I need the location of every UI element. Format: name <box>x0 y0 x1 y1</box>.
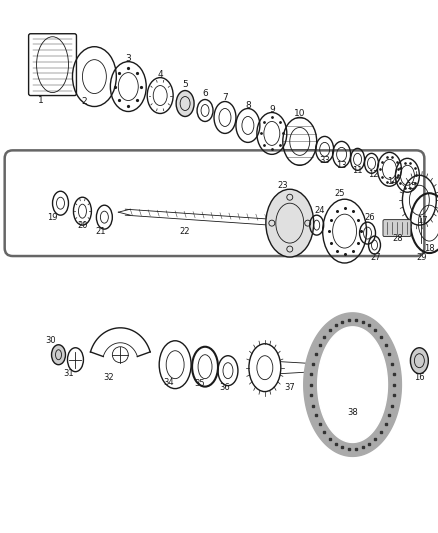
Text: 2: 2 <box>81 97 87 106</box>
Polygon shape <box>317 327 387 442</box>
Text: 25: 25 <box>334 189 344 198</box>
Text: 17: 17 <box>416 216 427 224</box>
Text: 9: 9 <box>268 105 274 114</box>
Text: 23: 23 <box>277 181 287 190</box>
Text: 8: 8 <box>244 101 250 110</box>
Text: 38: 38 <box>346 408 357 417</box>
Text: 12: 12 <box>367 170 378 179</box>
Ellipse shape <box>265 189 313 257</box>
Text: 31: 31 <box>63 369 74 378</box>
Text: 32: 32 <box>103 373 113 382</box>
Text: 20: 20 <box>77 221 88 230</box>
FancyBboxPatch shape <box>382 220 410 237</box>
Text: 35: 35 <box>194 379 205 388</box>
Text: 26: 26 <box>364 213 374 222</box>
Text: 16: 16 <box>413 373 424 382</box>
Text: 6: 6 <box>202 89 208 98</box>
Text: 28: 28 <box>391 233 402 243</box>
Text: 29: 29 <box>415 253 426 262</box>
Text: 3: 3 <box>125 54 131 63</box>
Text: 24: 24 <box>314 206 324 215</box>
Text: 10: 10 <box>293 109 305 118</box>
Text: 19: 19 <box>47 213 58 222</box>
Text: 4: 4 <box>157 70 162 79</box>
Text: 13: 13 <box>336 161 346 170</box>
Text: 18: 18 <box>423 244 434 253</box>
Text: 14: 14 <box>386 177 397 186</box>
Text: 7: 7 <box>222 93 227 102</box>
Ellipse shape <box>176 91 194 117</box>
Text: 30: 30 <box>45 336 56 345</box>
Text: 27: 27 <box>369 253 380 262</box>
Polygon shape <box>303 313 400 456</box>
Ellipse shape <box>51 345 65 365</box>
Text: 1: 1 <box>38 96 43 105</box>
Text: 34: 34 <box>162 378 173 387</box>
Text: 33: 33 <box>318 156 329 165</box>
Text: 11: 11 <box>352 166 362 175</box>
Text: 36: 36 <box>219 383 230 392</box>
Text: 22: 22 <box>180 227 190 236</box>
Text: 5: 5 <box>182 80 187 89</box>
Text: 37: 37 <box>284 383 294 392</box>
Ellipse shape <box>410 348 427 374</box>
Text: 21: 21 <box>95 227 106 236</box>
Text: 15: 15 <box>405 182 416 191</box>
